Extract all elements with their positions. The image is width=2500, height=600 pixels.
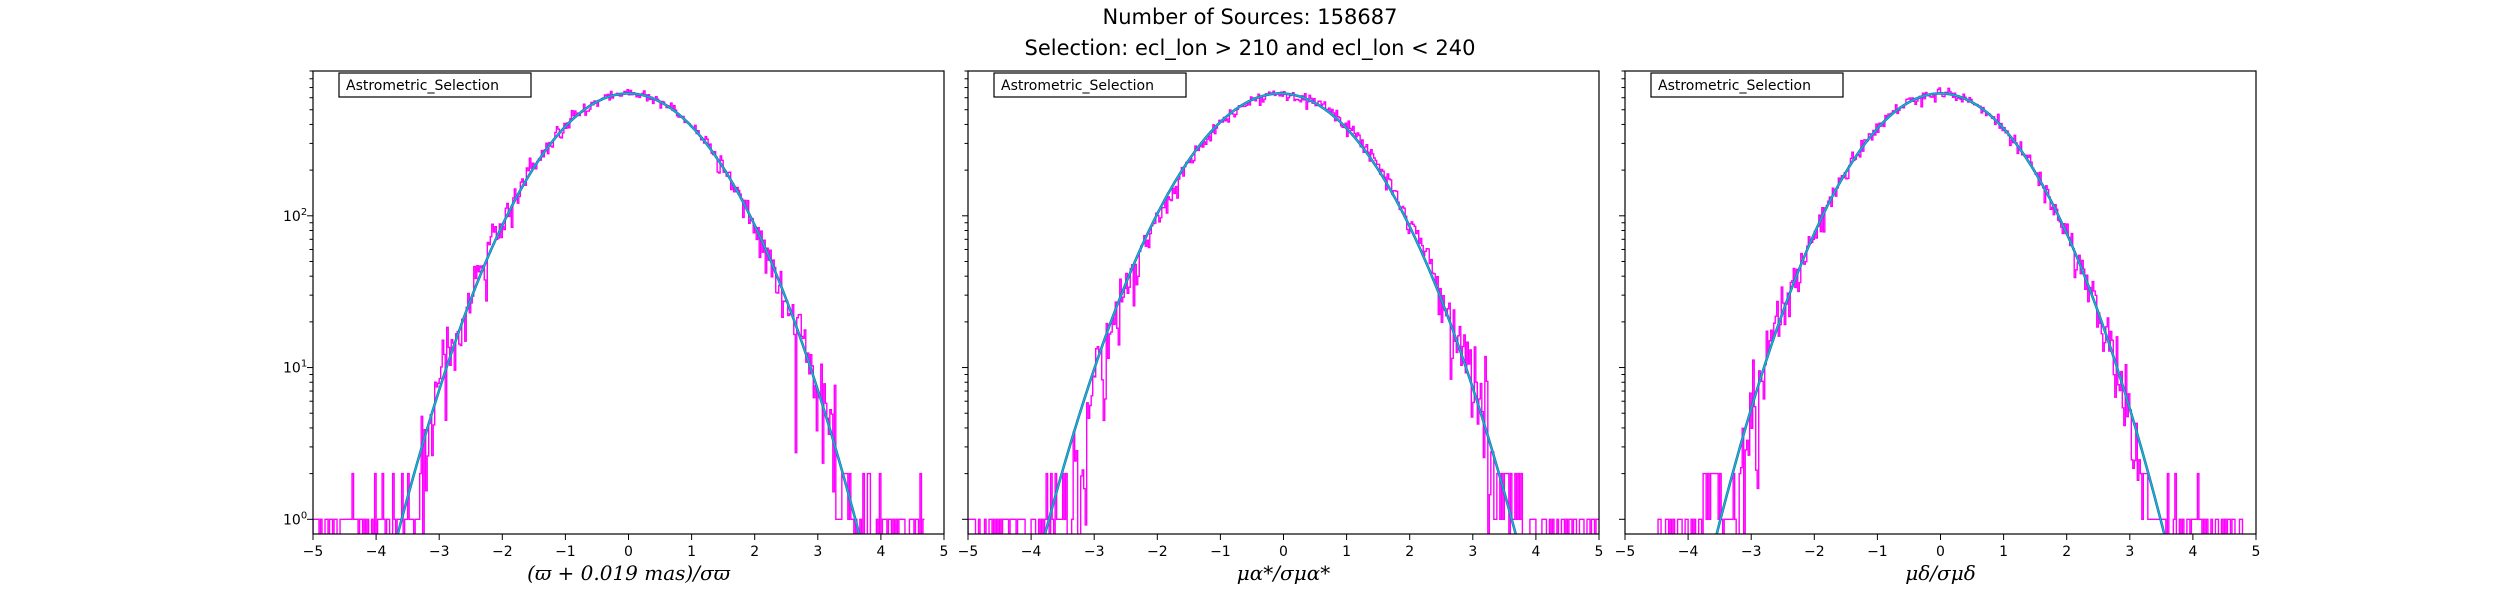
legend-label: Astrometric_Selection (346, 78, 499, 94)
x-tick-label: 1 (1999, 544, 2008, 560)
plot-area (968, 90, 1599, 534)
x-tick-label: 2 (1405, 544, 1414, 560)
x-tick-label: −2 (492, 544, 513, 560)
x-tick-label: 4 (2188, 544, 2197, 560)
suptitle-sources: Number of Sources: 158687 (1103, 5, 1398, 29)
y-tick-label: 102 (283, 207, 307, 225)
x-tick-label: 0 (1936, 544, 1945, 560)
x-tick-label: 3 (1468, 544, 1477, 560)
panel-pmdec: −5 −4 −3 −2 −1 0 1 2 3 4 5 μδ/σμδ Astrometric_Select… (1615, 70, 2261, 585)
panel-parallax: −5 −4 −3 −2 −1 0 1 2 3 4 5 100 101 102 (ϖ + 0.019 mas)… (283, 70, 949, 585)
x-tick-label: 5 (1595, 544, 1604, 560)
x-tick-label: 3 (813, 544, 822, 560)
x-tick-label: −3 (1741, 544, 1762, 560)
legend-box (338, 72, 532, 98)
x-axis-label: μδ/σμδ (1905, 561, 1975, 585)
legend-label: Astrometric_Selection (1001, 78, 1154, 94)
legend-label: Astrometric_Selection (1658, 78, 1811, 94)
x-tick-label: −1 (1867, 544, 1888, 560)
axes-frame (1624, 70, 2257, 535)
axes-frame (967, 70, 1600, 535)
x-tick-label: −5 (303, 544, 324, 560)
histogram-series (1657, 87, 2244, 534)
x-tick-label: −1 (555, 544, 576, 560)
gaussian-fit-overlay (1044, 92, 1517, 534)
y-tick-label: 101 (283, 359, 307, 377)
x-tick-label: 4 (876, 544, 885, 560)
x-tick-label: 2 (2062, 544, 2071, 560)
x-tick-label: 4 (1531, 544, 1540, 560)
gaussian-fit-overlay (397, 92, 860, 534)
x-tick-label: 0 (624, 544, 633, 560)
legend-box (993, 72, 1187, 98)
x-tick-label: 0 (1279, 544, 1288, 560)
x-tick-label: −4 (1678, 544, 1699, 560)
x-tick-label: −4 (366, 544, 387, 560)
histogram-series (313, 88, 925, 534)
x-tick-label: −2 (1147, 544, 1168, 560)
x-tick-label: −3 (429, 544, 450, 560)
plot-area (1657, 87, 2244, 534)
x-tick-label: −5 (1615, 544, 1636, 560)
x-tick-label: −2 (1804, 544, 1825, 560)
x-tick-label: 1 (1342, 544, 1351, 560)
x-axis-label: μα*/σμα* (1237, 561, 1330, 585)
gaussian-fit-overlay (1716, 92, 2165, 534)
x-tick-label: −4 (1021, 544, 1042, 560)
legend-box (1650, 72, 1844, 98)
y-tick-label: 100 (283, 510, 307, 528)
suptitle-selection: Selection: ecl_lon > 210 and ecl_lon < 2… (1024, 36, 1475, 61)
x-tick-label: 1 (687, 544, 696, 560)
x-axis-label: (ϖ + 0.019 mas)/σϖ (527, 561, 731, 585)
x-tick-label: 5 (2252, 544, 2261, 560)
axes-frame (312, 70, 945, 535)
x-tick-label: 2 (750, 544, 759, 560)
x-tick-label: 5 (940, 544, 949, 560)
x-tick-label: −3 (1084, 544, 1105, 560)
plot-area (313, 88, 925, 534)
panel-pmra: −5 −4 −3 −2 −1 0 1 2 3 4 5 μα*/σμα* Astrometric_Sele… (958, 70, 1604, 585)
x-tick-label: −5 (958, 544, 979, 560)
x-tick-label: −1 (1210, 544, 1231, 560)
x-tick-label: 3 (2125, 544, 2134, 560)
